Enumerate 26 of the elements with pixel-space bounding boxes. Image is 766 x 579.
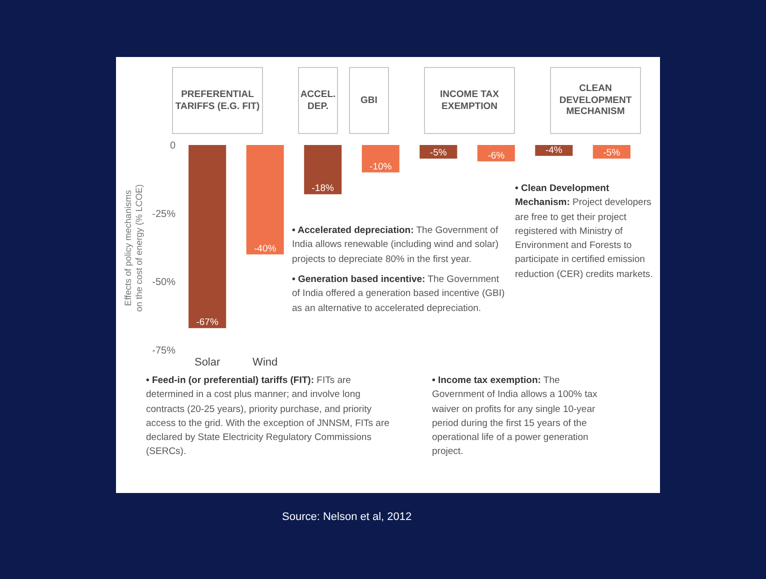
data-label: -40% xyxy=(254,243,277,254)
y-tick-label: 0 xyxy=(170,140,176,152)
data-label: -5% xyxy=(603,148,621,159)
data-label: -5% xyxy=(430,148,448,159)
text: PREFERENTIAL TARIFFS (E.G. FIT) xyxy=(172,67,263,134)
text: CLEAN DEVELOPMENT MECHANISM xyxy=(550,67,641,134)
source-note: Source: Nelson et al, 2012 xyxy=(282,511,412,523)
data-label: -18% xyxy=(312,183,334,194)
data-label: -10% xyxy=(370,161,392,172)
text: GBI xyxy=(349,67,389,134)
y-axis-title: Effects of policy mechanisms on the cost of energy (% LCOE) xyxy=(123,184,144,312)
data-label: -4% xyxy=(545,144,563,156)
text: ACCEL. DEP. xyxy=(298,67,338,134)
x-tick-label: Solar xyxy=(194,356,220,368)
text: • Income tax exemption: The Government of India allows a 100% tax waiver on profits for any single 10-year period during the first 15 years of the operational life of a power generation project. xyxy=(432,374,598,460)
annotation: • Generation based incentive: The Government of India offered a generation based incentive (GBI) as an alternative to accelerated depreciation. xyxy=(292,273,506,316)
annotation: • Clean Development Mechanism: Project developers are free to get their project registered with Ministry of Environment and Forests to participate in certified emission reduction (CER) credits markets. xyxy=(515,182,654,282)
x-tick-label: Wind xyxy=(252,356,278,368)
annotation: • Accelerated depreciation: The Government of India allows renewable (including wind and solar) projects to depreciate 80% in the first year. xyxy=(292,224,500,266)
y-tick-label: -50% xyxy=(152,277,176,288)
data-label: -6% xyxy=(488,150,506,162)
text: • Feed-in (or preferential) tariffs (FIT): FITs are determined in a cost plus manner; and involve long contracts (20-25 years), priority purchase, and priority access to the grid. With the exception of JNNSM, FITs are declared by State Electricity Regulatory Commissions (SERCs). xyxy=(146,374,390,460)
data-label: -67% xyxy=(196,317,219,328)
y-tick-label: -25% xyxy=(152,208,176,220)
y-tick-label: -75% xyxy=(152,346,176,356)
text: INCOME TAX EXEMPTION xyxy=(424,67,515,134)
